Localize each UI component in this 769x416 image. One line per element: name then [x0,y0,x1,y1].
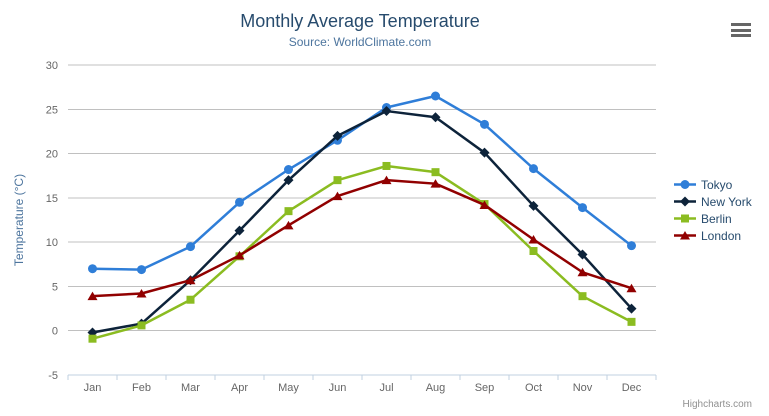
y-axis-tick-label: -5 [48,370,58,382]
x-axis-tick-label: Jul [379,382,393,394]
x-axis-tick-label: Apr [231,382,248,394]
x-axis-tick-label: Feb [132,382,151,394]
export-menu-button[interactable] [729,19,753,41]
chart-title: Monthly Average Temperature [240,11,480,31]
data-point-marker[interactable] [578,203,587,213]
series-line-new-york [91,109,633,334]
data-point-marker[interactable] [528,234,539,244]
data-point-marker[interactable] [332,191,343,201]
data-point-marker[interactable] [577,249,588,260]
data-point-marker[interactable] [333,176,342,185]
data-point-marker[interactable] [381,175,392,185]
data-point-marker[interactable] [430,112,441,123]
data-point-marker[interactable] [381,106,392,117]
data-point-marker[interactable] [185,275,196,285]
y-axis-tick-label: 5 [52,281,58,293]
chart-subtitle: Source: WorldClimate.com [288,35,432,49]
data-point-marker[interactable] [137,321,146,330]
credits-link[interactable]: Highcharts.com [682,399,752,410]
data-point-marker[interactable] [431,168,440,177]
data-point-marker[interactable] [528,200,539,211]
data-point-marker[interactable] [186,242,195,252]
legend-label: Berlin [701,211,732,226]
series-line-berlin [91,164,633,340]
data-point-marker[interactable] [627,317,636,326]
series-line-london [91,178,633,298]
data-point-marker[interactable] [284,207,293,216]
data-point-marker[interactable] [284,165,293,175]
data-point-marker[interactable] [578,292,587,301]
data-point-marker[interactable] [88,334,97,343]
legend: Tokyo New York Berlin London [674,176,752,244]
data-point-marker[interactable] [88,264,97,274]
data-point-marker[interactable] [382,161,391,170]
x-axis-tick-label: Nov [573,382,593,394]
data-point-marker[interactable] [680,180,690,189]
data-point-marker[interactable] [681,214,689,223]
data-point-marker[interactable] [529,164,538,174]
data-point-marker[interactable] [283,175,294,186]
x-axis-tick-label: Dec [622,382,642,394]
data-point-marker[interactable] [136,289,147,298]
data-point-marker[interactable] [479,200,490,209]
legend-symbol-triangle [674,231,696,240]
data-point-marker[interactable] [626,303,637,314]
data-point-marker[interactable] [234,250,245,260]
legend-item-tokyo[interactable]: Tokyo [674,176,752,193]
legend-item-new-york[interactable]: New York [674,193,752,210]
data-point-marker[interactable] [480,119,489,129]
data-point-marker[interactable] [479,147,490,158]
data-point-marker[interactable] [430,179,441,188]
x-axis-tick-label: Mar [181,382,200,394]
y-axis-tick-label: 15 [46,193,58,205]
hamburger-icon [731,34,751,37]
y-axis-tick-label: 25 [46,104,58,116]
data-point-marker[interactable] [577,267,588,277]
hamburger-icon [731,23,751,26]
legend-label: Tokyo [701,177,733,192]
legend-item-berlin[interactable]: Berlin [674,210,752,227]
legend-symbol-diamond [674,196,696,207]
data-point-marker[interactable] [186,295,195,304]
legend-label: London [701,228,742,243]
x-axis-tick-label: Aug [426,382,446,394]
hamburger-icon [731,28,751,32]
data-point-marker[interactable] [283,220,294,230]
data-point-marker[interactable] [627,241,636,251]
x-axis-tick-label: May [278,382,299,394]
data-point-marker[interactable] [332,130,343,141]
data-point-marker[interactable] [137,265,146,275]
y-axis-tick-label: 10 [46,237,58,249]
x-axis-tick-label: Sep [475,382,495,394]
data-point-marker[interactable] [529,247,538,255]
legend-item-london[interactable]: London [674,227,752,244]
legend-symbol-square [674,214,696,223]
data-point-marker[interactable] [431,91,440,101]
data-point-marker[interactable] [87,291,98,301]
y-axis-tick-label: 30 [46,60,58,72]
x-axis-tick-label: Jan [84,382,102,394]
data-point-marker[interactable] [680,196,690,207]
y-axis-tick-label: 20 [46,149,58,161]
legend-symbol-circle [674,180,696,189]
data-point-marker[interactable] [626,283,637,293]
data-point-marker[interactable] [235,197,244,207]
x-axis-tick-label: Oct [525,382,542,394]
y-axis-title: Temperature (°C) [12,174,26,266]
y-axis-tick-label: 0 [52,326,58,338]
data-point-marker[interactable] [234,225,245,236]
legend-label: New York [701,194,752,209]
series-line-tokyo [91,94,633,271]
data-point-marker[interactable] [680,231,690,240]
x-axis-tick-label: Jun [329,382,347,394]
